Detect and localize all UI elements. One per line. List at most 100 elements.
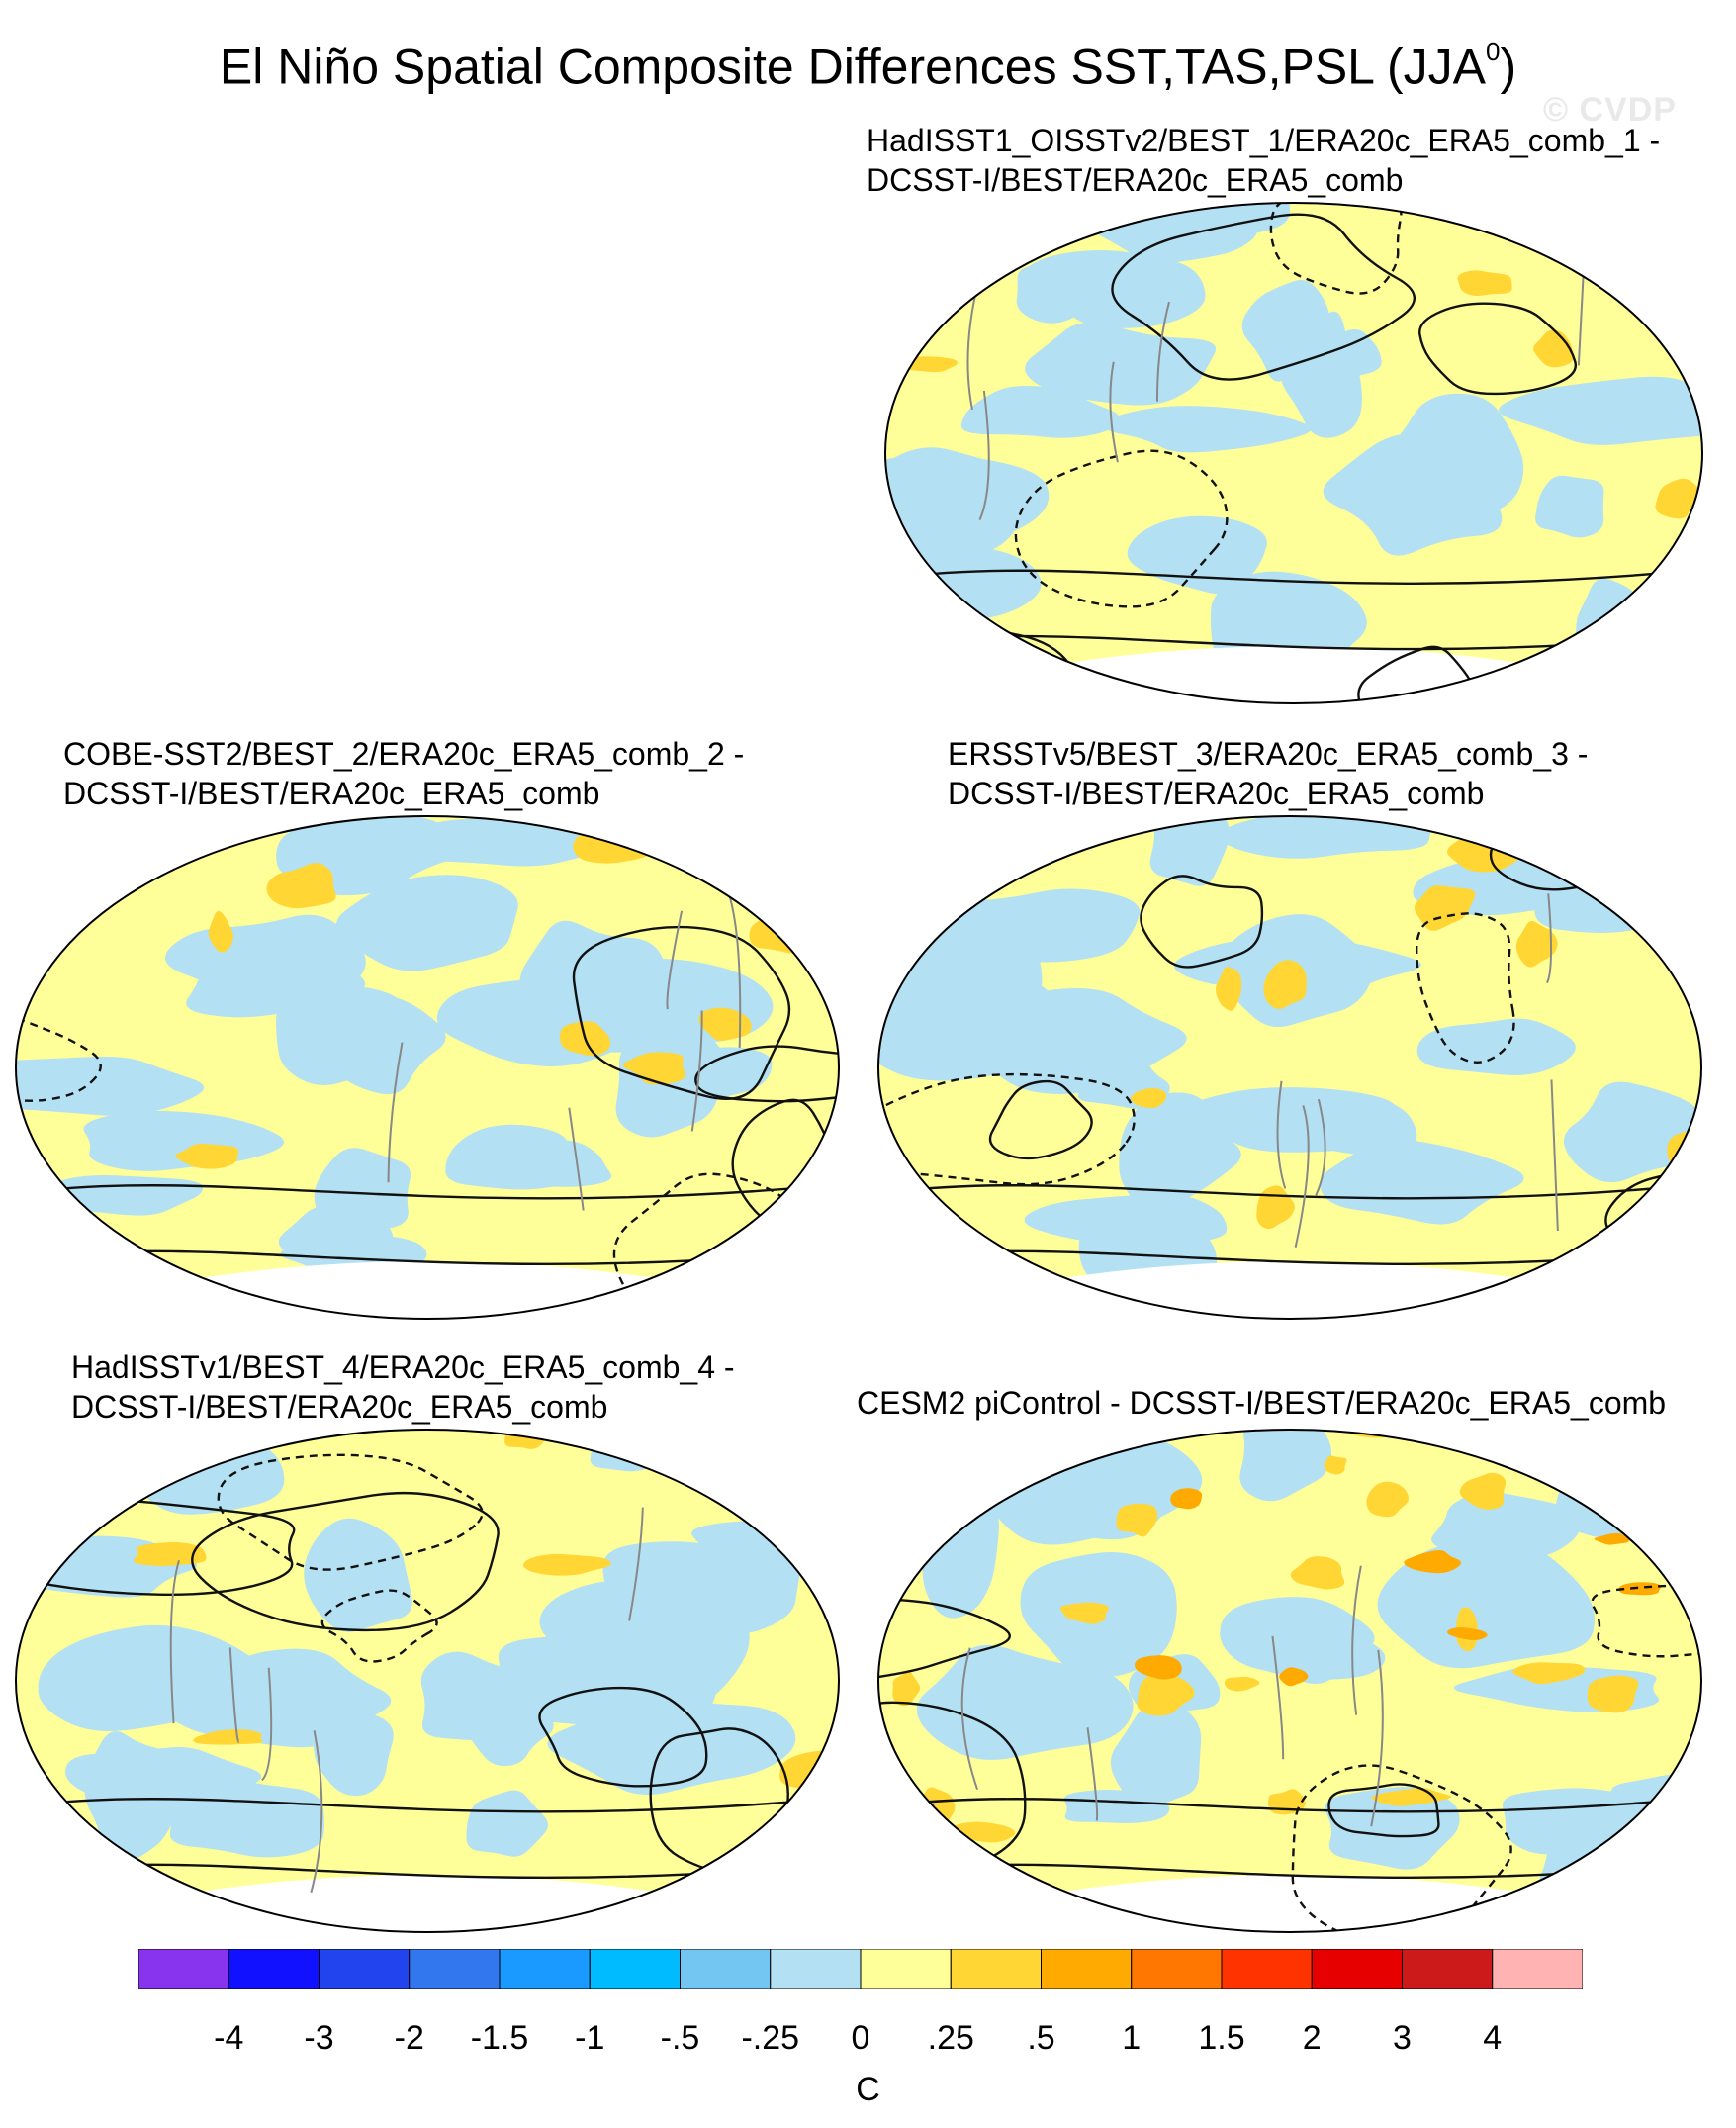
psl-contour xyxy=(217,1453,484,1571)
positive-anomaly-region xyxy=(1654,297,1702,315)
psl-contour xyxy=(191,1491,500,1632)
coastline xyxy=(1294,1105,1310,1248)
colorbar-tick: -4 xyxy=(214,2019,244,2057)
map-border xyxy=(877,1429,1702,1933)
positive-anomaly-region xyxy=(1059,1602,1109,1624)
psl-contour xyxy=(878,1182,1701,1200)
colorbar-swatch xyxy=(589,1949,681,1989)
colorbar-swatch xyxy=(1492,1949,1583,1989)
psl-contour xyxy=(16,1011,102,1102)
positive-anomaly-region xyxy=(1371,1788,1451,1806)
map-border xyxy=(15,815,840,1320)
colorbar-tick: -3 xyxy=(304,2019,334,2057)
psl-contour xyxy=(538,1686,708,1788)
psl-contour xyxy=(1269,203,1403,295)
colorbar-swatch xyxy=(950,1949,1042,1989)
negative-anomaly-region xyxy=(186,953,366,1018)
strong-positive-anomaly-region xyxy=(1279,1667,1309,1687)
coastline xyxy=(1577,267,1586,366)
colorbar-swatch xyxy=(1402,1949,1494,1989)
negative-anomaly-region xyxy=(1325,1787,1460,1870)
negative-anomaly-region xyxy=(1063,1789,1170,1824)
negative-anomaly-region xyxy=(335,875,518,971)
coastline xyxy=(568,1107,585,1211)
psl-contour xyxy=(1415,912,1515,1064)
positive-anomaly-region xyxy=(1216,967,1242,1011)
positive-anomaly-region xyxy=(208,910,233,953)
coastline xyxy=(1155,301,1170,402)
coastline xyxy=(690,1010,703,1132)
negative-anomaly-region xyxy=(1535,475,1604,538)
positive-anomaly-region xyxy=(1457,270,1512,296)
strong-positive-anomaly-region xyxy=(1404,1549,1462,1574)
negative-anomaly-region xyxy=(539,1579,740,1649)
negative-anomaly-region xyxy=(1149,816,1230,886)
colorbar-swatch xyxy=(680,1949,772,1989)
colorbar-swatch xyxy=(1221,1949,1313,1989)
coastline xyxy=(960,1647,979,1790)
colorbar-tick: 1.5 xyxy=(1198,2019,1245,2057)
psl-contour xyxy=(1604,1166,1701,1280)
colorbar-tick: .5 xyxy=(1027,2019,1055,2057)
antarctica-landmass xyxy=(878,1261,1701,1319)
antarctica-landmass xyxy=(16,1875,839,1932)
strong-positive-anomaly-region xyxy=(1506,1437,1526,1464)
psl-contour xyxy=(1327,1783,1440,1838)
map-cobe-sst2 xyxy=(15,815,840,1320)
panel-title-hadisstv1: HadISSTv1/BEST_4/ERA20c_ERA5_comb_4 - DCS… xyxy=(71,1349,735,1425)
negative-anomaly-region xyxy=(1499,376,1702,445)
negative-anomaly-region xyxy=(916,1644,1134,1760)
colorbar-tick-labels: -4 -3 -2 -1.5 -1 -.5 -.25 0 .25 .5 1 1.5… xyxy=(0,2018,1736,2058)
colorbar-swatch xyxy=(860,1949,952,1989)
positive-anomaly-region xyxy=(1224,1676,1260,1692)
psl-contour xyxy=(16,1182,839,1200)
colorbar-tick: 4 xyxy=(1483,2019,1503,2057)
coastline xyxy=(1550,1079,1559,1232)
negative-anomaly-region xyxy=(1323,431,1503,556)
negative-anomaly-region xyxy=(317,993,446,1095)
colorbar-swatch xyxy=(228,1949,320,1989)
antarctica-landmass xyxy=(885,646,1702,703)
map-border xyxy=(884,202,1703,704)
negative-anomaly-region xyxy=(159,1648,392,1748)
coastline xyxy=(978,390,990,521)
negative-anomaly-region xyxy=(1103,406,1312,453)
coastline xyxy=(628,1507,644,1621)
positive-anomaly-region xyxy=(1366,1481,1410,1518)
strong-positive-anomaly-region xyxy=(1594,1532,1629,1545)
positive-anomaly-region xyxy=(1459,1472,1507,1510)
negative-anomaly-region xyxy=(1172,1087,1408,1153)
psl-contour xyxy=(694,1045,839,1103)
negative-anomaly-region xyxy=(1247,1633,1386,1680)
positive-anomaly-region xyxy=(1515,920,1558,968)
map-ersstv5 xyxy=(877,815,1702,1320)
psl-contour xyxy=(1111,213,1416,381)
positive-anomaly-region xyxy=(1512,1662,1586,1685)
psl-contour xyxy=(1418,302,1578,396)
colorbar-swatch xyxy=(138,1949,229,1989)
positive-anomaly-region xyxy=(193,1729,263,1745)
positive-anomaly-region xyxy=(175,1144,239,1169)
positive-anomaly-region xyxy=(522,1553,611,1576)
colorbar-swatch xyxy=(1041,1949,1133,1989)
psl-contour xyxy=(612,1172,821,1319)
colorbar xyxy=(138,1949,1583,1989)
coastline xyxy=(1370,1649,1384,1827)
antarctica-landmass xyxy=(878,1875,1701,1932)
psl-contour xyxy=(16,1796,839,1813)
negative-anomaly-region xyxy=(1502,1788,1641,1855)
colorbar-tick: 2 xyxy=(1302,2019,1322,2057)
negative-anomaly-region xyxy=(1561,816,1648,858)
coastline xyxy=(727,892,742,1048)
colorbar-tick: -.25 xyxy=(741,2019,800,2057)
positive-anomaly-region xyxy=(698,1007,752,1041)
negative-anomaly-region xyxy=(1320,1138,1524,1225)
cvdp-watermark: © CVDP xyxy=(1543,91,1677,129)
psl-contour xyxy=(878,1796,1701,1813)
negative-anomaly-region xyxy=(1416,1018,1576,1076)
coastline xyxy=(1086,1727,1099,1821)
panel-title-cesm2-picontrol: CESM2 piControl - DCSST-I/BEST/ERA20c_ER… xyxy=(857,1385,1667,1421)
psl-contour xyxy=(878,1598,1011,1682)
colorbar-swatch xyxy=(770,1949,862,1989)
colorbar-tick: -.5 xyxy=(660,2019,700,2057)
